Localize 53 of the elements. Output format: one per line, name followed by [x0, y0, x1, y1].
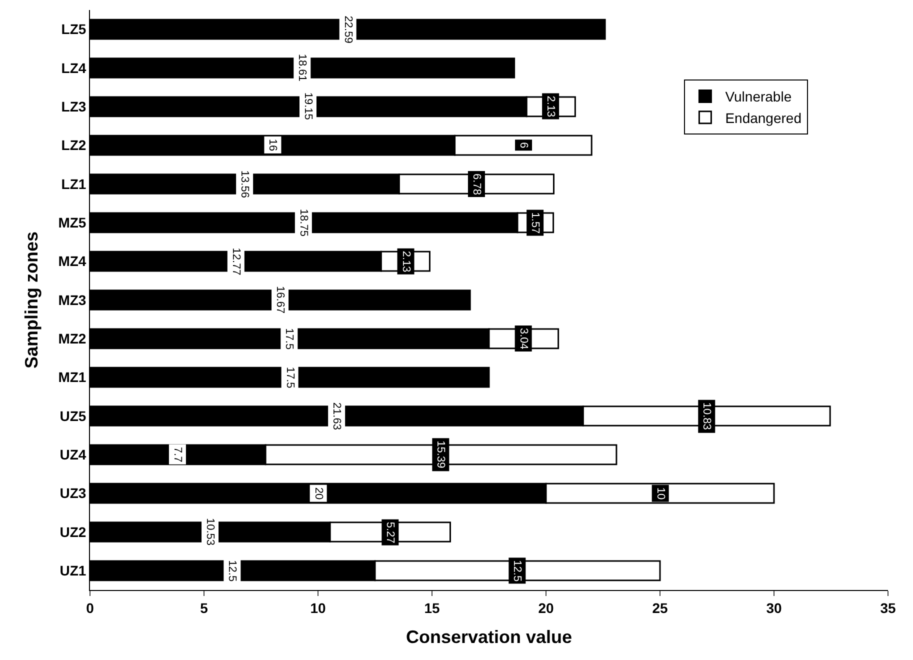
data-label: 12.5: [511, 560, 524, 582]
x-tick-label: 20: [538, 600, 554, 616]
data-label: 19.15: [302, 92, 314, 120]
data-label: 3.04: [517, 328, 530, 350]
x-tick-label: 5: [200, 600, 208, 616]
x-tick-label: 15: [424, 600, 440, 616]
legend-label: Endangered: [725, 110, 802, 126]
data-label: 10.83: [700, 402, 713, 430]
y-tick-label: MZ2: [58, 330, 86, 347]
x-tick-label: 35: [880, 600, 896, 616]
data-label: 16: [266, 138, 279, 152]
y-tick-label: UZ3: [60, 485, 86, 502]
x-axis-title: Conservation value: [406, 626, 572, 647]
y-tick-label: LZ2: [61, 137, 86, 154]
data-label: 20: [312, 487, 324, 500]
data-label: 18.61: [296, 54, 308, 82]
data-label: 17.5: [284, 366, 296, 388]
y-tick-label: LZ3: [61, 98, 86, 115]
x-tick-label: 25: [652, 600, 668, 616]
data-label: 10: [654, 487, 666, 500]
data-label: 22.59: [342, 16, 354, 44]
x-tick-label: 0: [86, 600, 94, 616]
data-label: 15.39: [434, 440, 447, 468]
data-label: 18.75: [297, 208, 310, 236]
y-tick-label: LZ1: [61, 176, 86, 192]
y-tick-label: UZ2: [60, 524, 86, 540]
y-tick-label: MZ3: [58, 292, 86, 308]
data-label: 1.57: [529, 212, 542, 234]
data-label: 12.77: [230, 248, 242, 276]
data-label: 16.67: [274, 286, 286, 314]
data-label: 12.5: [226, 560, 238, 582]
x-tick-label: 10: [310, 600, 326, 616]
y-axis-title: Sampling zones: [21, 231, 42, 369]
y-tick-label: UZ1: [60, 562, 86, 579]
data-label: 6: [518, 142, 530, 148]
data-label: 5.27: [384, 522, 396, 544]
y-tick-label: MZ1: [58, 369, 86, 386]
x-tick-label: 30: [766, 600, 782, 616]
data-label: 6.78: [470, 174, 482, 195]
data-label: 2.13: [544, 96, 557, 118]
y-tick-label: LZ5: [61, 21, 86, 38]
y-tick-label: UZ5: [60, 408, 86, 424]
data-label: 10.53: [204, 518, 216, 546]
y-tick-label: UZ4: [60, 446, 86, 463]
data-label: 17.5: [283, 328, 296, 350]
legend-label: Vulnerable: [725, 88, 792, 105]
y-tick-label: MZ4: [58, 253, 86, 270]
y-tick-label: MZ5: [58, 214, 86, 231]
data-label: 7.7: [171, 446, 184, 462]
data-label: 2.13: [400, 250, 412, 272]
data-label: 21.63: [330, 402, 343, 430]
y-tick-label: LZ4: [61, 60, 86, 76]
data-label: 13.56: [238, 170, 251, 198]
